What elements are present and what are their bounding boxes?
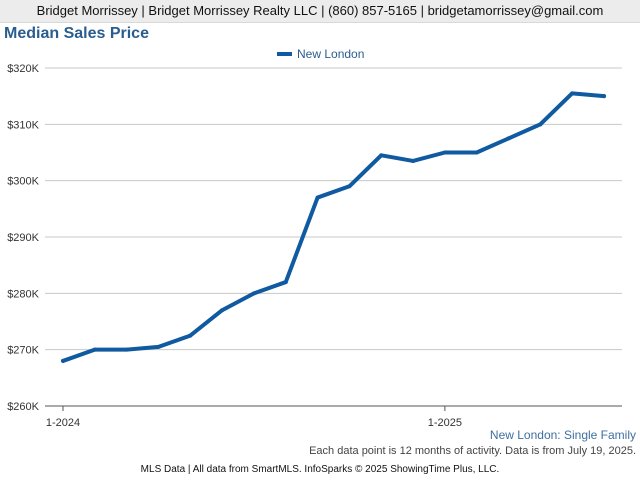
data-point: [347, 184, 352, 189]
data-point: [570, 91, 575, 96]
x-tick-label: 1-2024: [46, 417, 80, 429]
y-tick-label: $290K: [7, 232, 39, 244]
data-note: Each data point is 12 months of activity…: [309, 445, 636, 457]
credits: MLS Data | All data from SmartMLS. InfoS…: [140, 464, 500, 475]
data-point: [188, 333, 193, 338]
x-axis-ticks: 1-2024 1-2025: [46, 406, 462, 429]
y-axis-tick-labels: $260K $270K $280K $290K $300K $310K $320K: [7, 63, 39, 413]
y-tick-label: $300K: [7, 176, 39, 188]
y-tick-label: $310K: [7, 119, 39, 131]
data-point: [283, 280, 288, 285]
series-new-london: [61, 91, 606, 363]
legend: New London: [277, 47, 364, 61]
data-point: [442, 150, 447, 155]
data-point: [315, 195, 320, 200]
data-point: [124, 347, 129, 352]
x-tick-label: 1-2025: [428, 417, 462, 429]
data-point: [251, 291, 256, 296]
data-point: [61, 358, 65, 363]
region-label: New London: Single Family: [489, 428, 636, 442]
data-point: [411, 158, 416, 163]
y-tick-label: $280K: [7, 288, 39, 300]
y-tick-label: $270K: [7, 345, 39, 357]
grid-lines: [45, 67, 622, 351]
data-point: [156, 344, 161, 349]
data-point: [602, 94, 606, 99]
data-point: [506, 136, 511, 141]
y-tick-label: $260K: [7, 401, 39, 413]
data-point: [220, 308, 225, 313]
data-point: [379, 153, 384, 158]
agent-contact-banner: Bridget Morrissey | Bridget Morrissey Re…: [0, 0, 640, 23]
data-point: [474, 150, 479, 155]
y-tick-label: $320K: [7, 63, 39, 75]
data-point: [538, 122, 543, 127]
series-line: [61, 91, 606, 363]
data-point: [92, 347, 97, 352]
chart-title: Median Sales Price: [4, 25, 149, 42]
legend-label-new-london: New London: [297, 47, 364, 61]
